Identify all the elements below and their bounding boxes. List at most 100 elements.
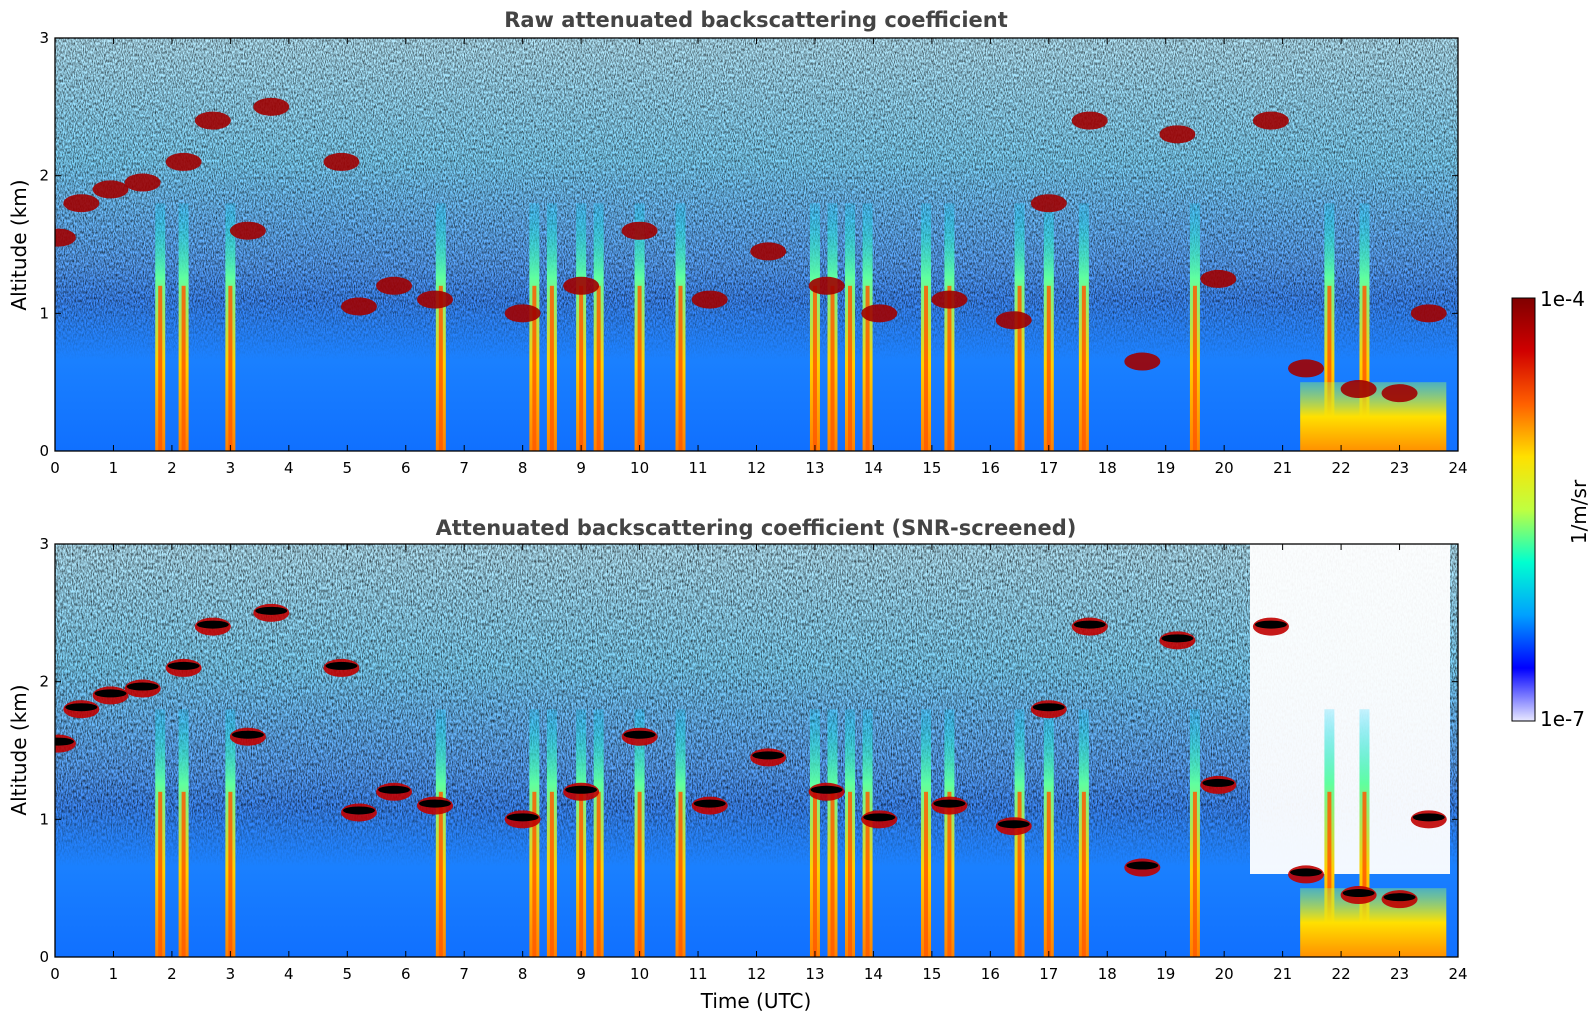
- x-tick-label: 5: [343, 459, 353, 477]
- cloud-layer: [861, 304, 898, 323]
- cloud-layer: [1381, 384, 1418, 403]
- x-tick-label: 0: [50, 965, 60, 983]
- precip-core: [549, 791, 554, 957]
- x-tick-label: 23: [1390, 965, 1409, 983]
- cloud-layer: [504, 304, 541, 323]
- cloud-top-mark: [1412, 813, 1445, 822]
- precip-core: [924, 791, 929, 957]
- x-tick-label: 5: [343, 965, 353, 983]
- x-tick-label: 3: [226, 459, 236, 477]
- x-tick-label: 3: [226, 965, 236, 983]
- cloud-layer: [1159, 125, 1196, 144]
- x-tick-label: 8: [518, 965, 528, 983]
- precip-core: [1046, 285, 1051, 451]
- cloud-layer: [92, 180, 129, 199]
- x-tick-label: 12: [747, 459, 766, 477]
- x-tick-label: 4: [284, 965, 294, 983]
- cloud-top-mark: [623, 730, 656, 739]
- cloud-layer: [931, 290, 968, 309]
- precip-core: [637, 285, 642, 451]
- cloud-top-mark: [1254, 620, 1287, 629]
- cloud-top-mark: [1342, 889, 1375, 898]
- x-tick-label: 24: [1448, 459, 1467, 477]
- precip-core: [438, 285, 443, 451]
- panel-screened-title: Attenuated backscattering coefficient (S…: [436, 516, 1077, 540]
- x-tick-label: 9: [576, 459, 586, 477]
- precip-core: [1362, 285, 1367, 451]
- cloud-layer: [416, 290, 453, 309]
- precip-core: [1192, 285, 1197, 451]
- cloud-layer: [691, 290, 728, 309]
- cloud-top-mark: [378, 785, 411, 794]
- x-tick-label: 4: [284, 459, 294, 477]
- y-tick-label: 0: [39, 442, 49, 460]
- x-tick-label: 17: [1039, 965, 1058, 983]
- cloud-top-mark: [1073, 620, 1106, 629]
- cloud-layer: [750, 242, 787, 261]
- precip-core: [228, 285, 233, 451]
- precip-core: [1017, 285, 1022, 451]
- precip-core: [848, 285, 853, 451]
- precip-core: [848, 791, 853, 957]
- cloud-layer: [1340, 380, 1377, 399]
- x-tick-label: 17: [1039, 459, 1058, 477]
- x-tick-label: 19: [1156, 459, 1175, 477]
- x-tick-label: 0: [50, 459, 60, 477]
- precip-core: [532, 791, 537, 957]
- x-tick-label: 23: [1390, 459, 1409, 477]
- cloud-layer: [1124, 352, 1161, 371]
- y-tick-label: 1: [39, 810, 49, 828]
- cloud-top-mark: [231, 730, 264, 739]
- x-tick-label: 14: [864, 965, 883, 983]
- x-tick-label: 15: [922, 459, 941, 477]
- cloud-top-mark: [1032, 703, 1065, 712]
- x-tick-label: 13: [805, 965, 824, 983]
- colorbar-unit-label: 1/m/sr: [1567, 479, 1591, 544]
- cloud-top-mark: [1202, 778, 1235, 787]
- panel-raw-title: Raw attenuated backscattering coefficien…: [504, 8, 1008, 32]
- precip-core: [678, 791, 683, 957]
- precip-core: [532, 285, 537, 451]
- panel-screened: Attenuated backscattering coefficient (S…: [7, 516, 1468, 1013]
- precip-core: [579, 791, 584, 957]
- cloud-top-mark: [506, 813, 539, 822]
- cloud-layer: [165, 152, 202, 171]
- x-tick-label: 16: [981, 459, 1000, 477]
- x-tick-label: 6: [401, 459, 411, 477]
- x-tick-label: 12: [747, 965, 766, 983]
- x-tick-label: 9: [576, 965, 586, 983]
- cloud-top-mark: [1290, 868, 1323, 877]
- precip-core: [947, 791, 952, 957]
- cloud-top-mark: [752, 751, 785, 760]
- x-tick-label: 13: [805, 459, 824, 477]
- cloud-layer: [63, 194, 100, 213]
- colorbar-gradient: [1511, 297, 1536, 722]
- y-tick-label: 1: [39, 304, 49, 322]
- x-tick-label: 10: [630, 459, 649, 477]
- panel-raw: Raw attenuated backscattering coefficien…: [7, 8, 1468, 477]
- x-tick-label: 2: [167, 459, 177, 477]
- x-tick-label: 1: [109, 965, 119, 983]
- cloud-top-mark: [55, 737, 74, 746]
- cloud-top-mark: [126, 682, 159, 691]
- cloud-top-mark: [1126, 861, 1159, 870]
- x-tick-label: 24: [1448, 965, 1467, 983]
- precip-core: [812, 285, 817, 451]
- precip-core: [865, 285, 870, 451]
- cloud-top-mark: [810, 785, 843, 794]
- precip-core: [947, 285, 952, 451]
- x-tick-label: 2: [167, 965, 177, 983]
- x-tick-label: 22: [1332, 459, 1351, 477]
- cloud-top-mark: [1161, 634, 1194, 643]
- precip-core: [549, 285, 554, 451]
- x-tick-label: 21: [1273, 459, 1292, 477]
- cloud-layer: [1252, 111, 1289, 130]
- cloud-top-mark: [342, 806, 375, 815]
- y-tick-label: 3: [39, 535, 49, 553]
- cloud-layer: [323, 152, 360, 171]
- x-tick-label: 7: [459, 965, 469, 983]
- cloud-layer: [229, 221, 266, 240]
- cloud-top-mark: [418, 799, 451, 808]
- x-tick-label: 10: [630, 965, 649, 983]
